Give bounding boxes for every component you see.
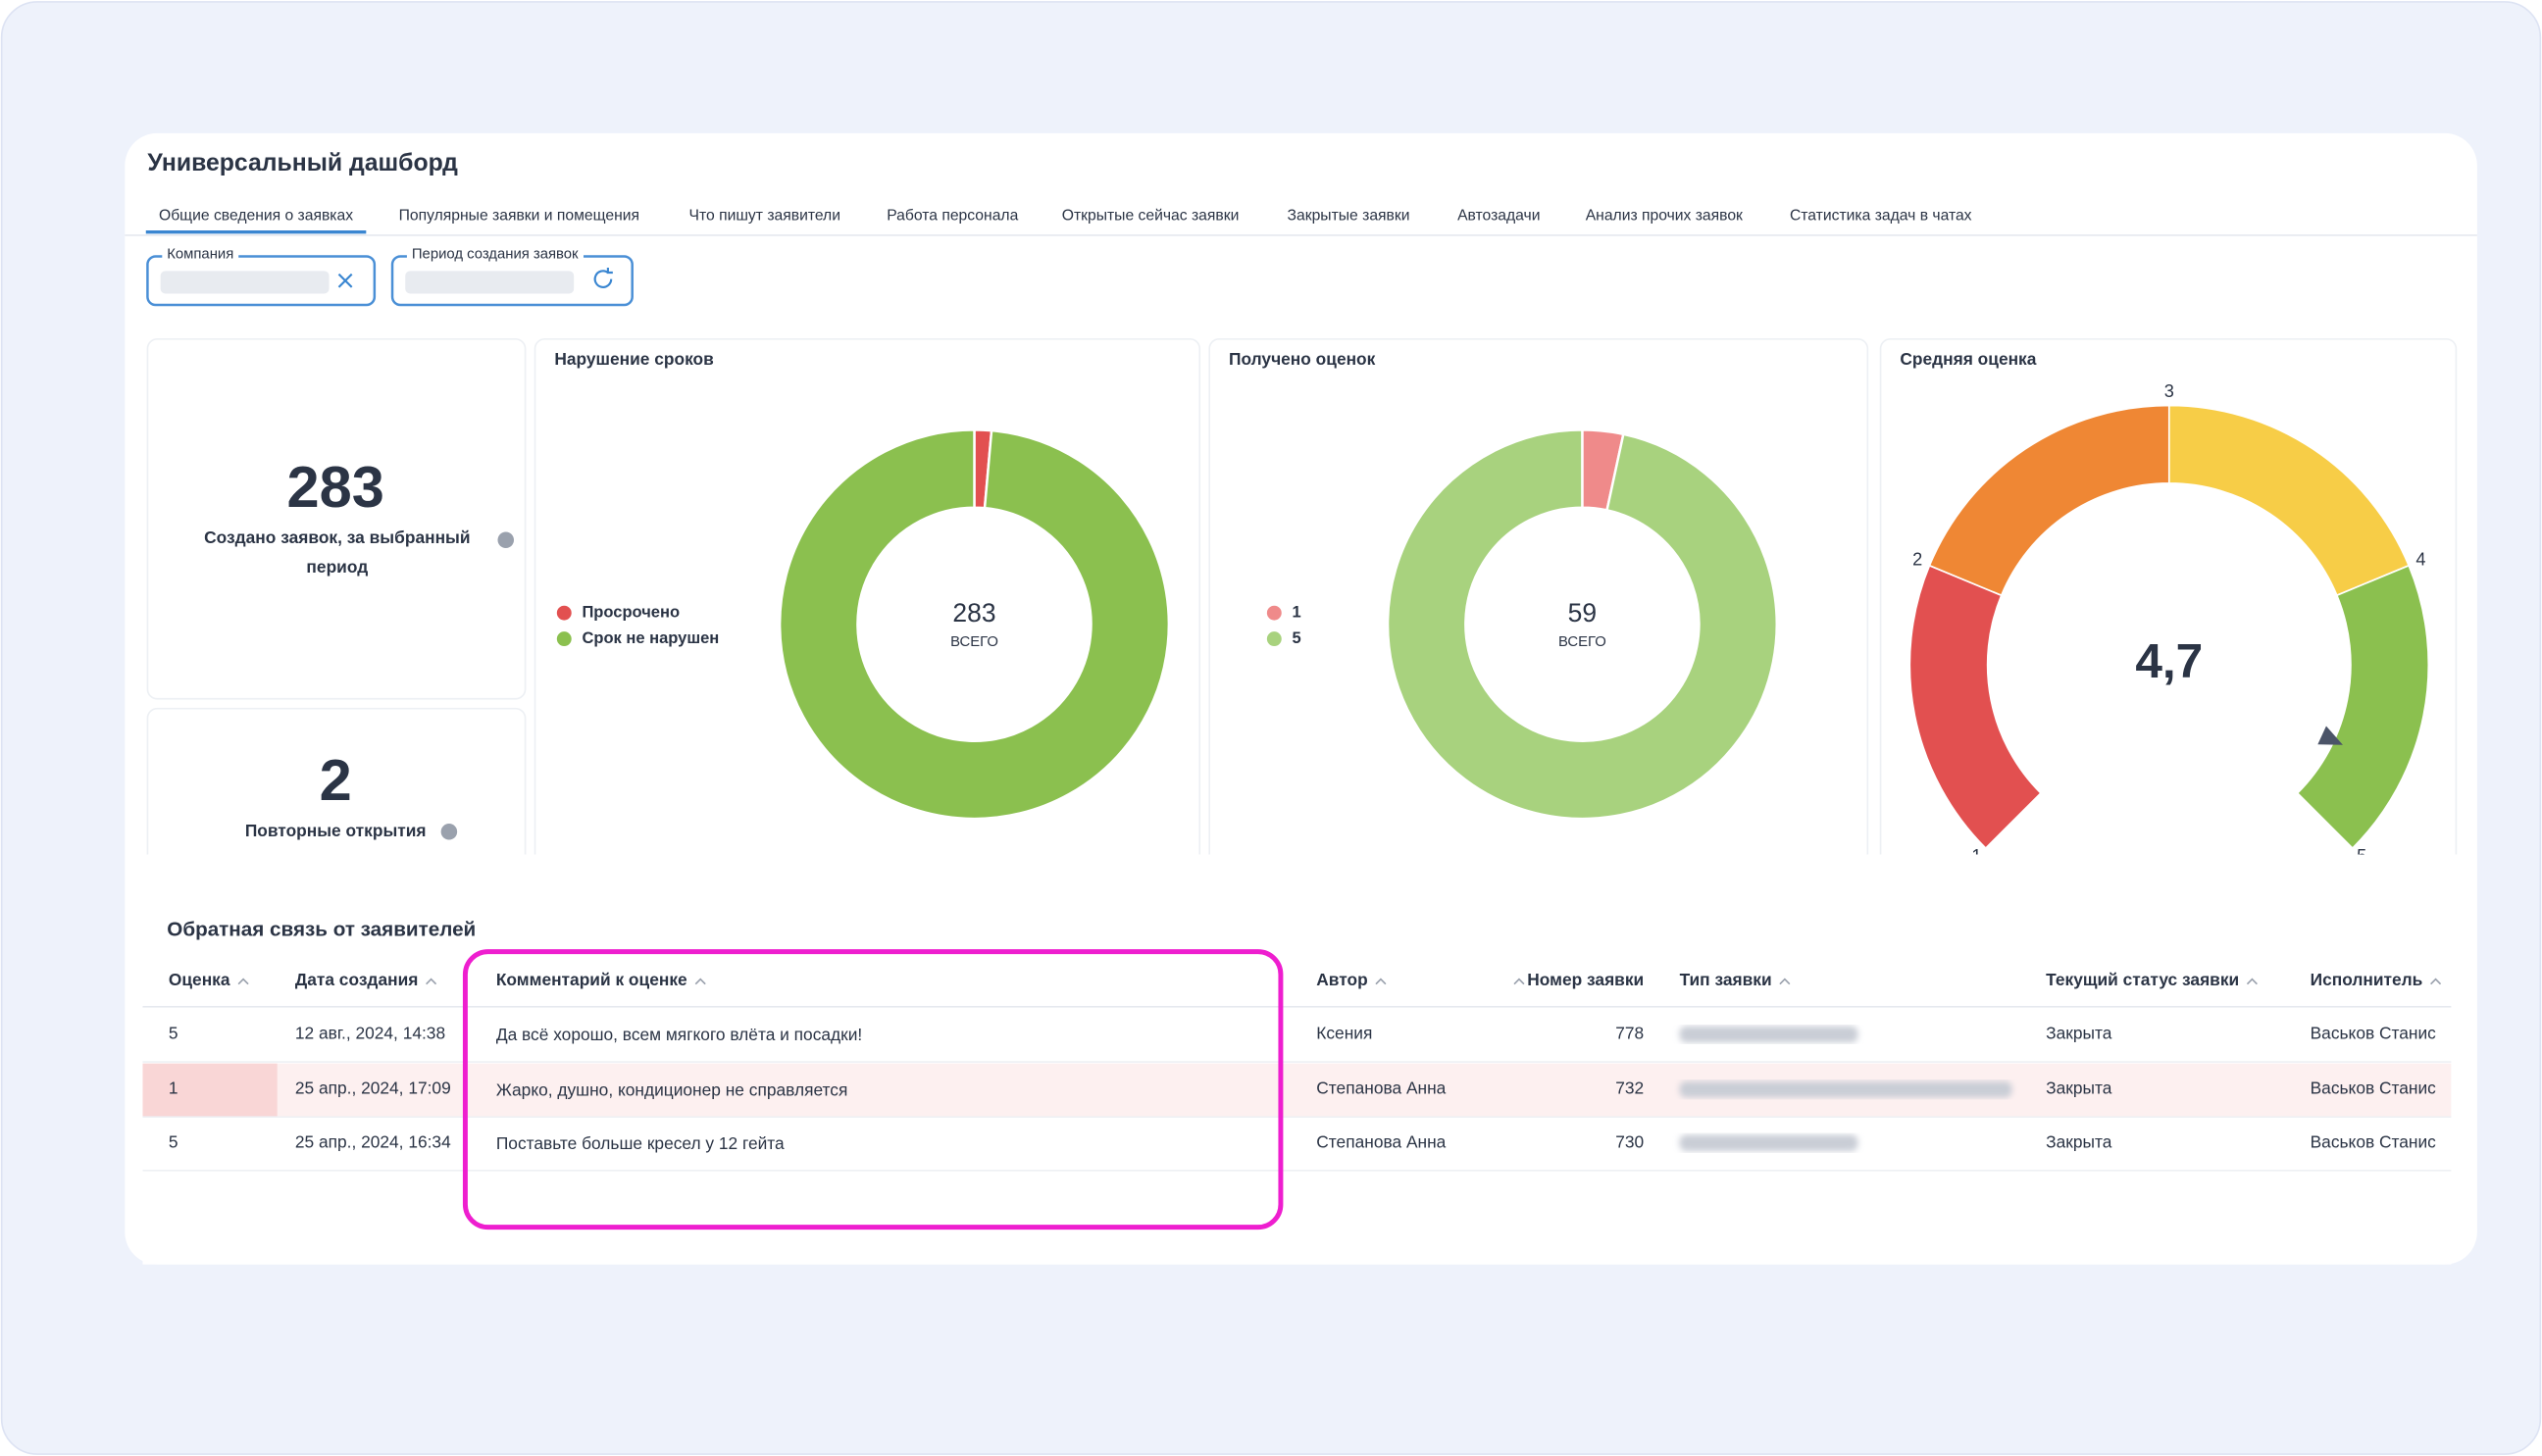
tab[interactable]: Общие сведения о заявках bbox=[159, 207, 353, 224]
gauge-tick-label: 5 bbox=[2357, 846, 2366, 866]
gauge-tick-label: 3 bbox=[2164, 381, 2174, 401]
kpi-card bbox=[146, 707, 527, 855]
label-bg bbox=[406, 246, 584, 263]
blurred-value bbox=[160, 271, 330, 294]
column-header[interactable]: Тип заявки bbox=[1680, 970, 1772, 989]
column-header[interactable]: Оценка bbox=[169, 970, 230, 989]
table-cell: Закрыта bbox=[2046, 1024, 2112, 1043]
column-header[interactable]: Текущий статус заявки bbox=[2046, 970, 2239, 989]
tab[interactable]: Что пишут заявители bbox=[689, 207, 840, 224]
tab[interactable]: Статистика задач в чатах bbox=[1790, 207, 1972, 224]
kpi-label-box: Создано заявок, за выбранный период bbox=[204, 528, 471, 577]
chart-title: Нарушение сроков bbox=[554, 349, 713, 369]
table-cell: Да всё хорошо, всем мягкого влёта и поса… bbox=[496, 1025, 862, 1044]
tab[interactable]: Работа персонала bbox=[887, 207, 1018, 224]
legend-dot bbox=[556, 631, 572, 647]
gauge-marker bbox=[2317, 726, 2343, 745]
kpi-value: 2 bbox=[320, 747, 352, 813]
gauge-tick-label: 1 bbox=[1971, 846, 1981, 866]
table-cell: 25 апр., 2024, 17:09 bbox=[295, 1079, 451, 1098]
sort-arrow bbox=[2246, 978, 2258, 985]
legend-dot bbox=[556, 605, 572, 621]
table-title: Обратная связь от заявителей bbox=[167, 919, 476, 941]
info-icon[interactable] bbox=[440, 824, 458, 840]
column-header[interactable]: Комментарий к оценке bbox=[496, 970, 687, 989]
table-cell: Васьков Станис bbox=[2311, 1079, 2437, 1098]
table-cell: Васьков Станис bbox=[2311, 1024, 2437, 1043]
table-cell: Степанова Анна bbox=[1316, 1131, 1446, 1151]
legend-label[interactable]: Просрочено bbox=[582, 602, 680, 621]
table-cell: 778 bbox=[1615, 1024, 1644, 1043]
donut-slice[interactable] bbox=[778, 428, 1171, 821]
table-cell: 730 bbox=[1615, 1131, 1644, 1151]
donut-total: 283 bbox=[952, 598, 995, 628]
table-cell: Поставьте больше кресел у 12 гейта bbox=[496, 1133, 785, 1153]
kpi-label: Повторные открытия bbox=[245, 821, 427, 840]
cell-highlight bbox=[142, 1063, 278, 1118]
table-cell: Васьков Станис bbox=[2311, 1131, 2437, 1151]
blurred-value bbox=[405, 271, 575, 294]
clear-icon[interactable] bbox=[337, 273, 353, 288]
kpi-value: 283 bbox=[287, 454, 384, 520]
sort-arrow bbox=[1513, 978, 1525, 985]
blurred-cell bbox=[1679, 1080, 2012, 1098]
row-highlight bbox=[142, 1063, 2452, 1118]
table-cell: Закрыта bbox=[2046, 1131, 2112, 1151]
donut-total-label: ВСЕГО bbox=[950, 634, 998, 650]
table-cell: 12 авг., 2024, 14:38 bbox=[295, 1024, 445, 1043]
label-bg bbox=[162, 246, 239, 263]
tab[interactable]: Анализ прочих заявок bbox=[1586, 207, 1743, 224]
page-title: Универсальный дашборд bbox=[147, 150, 458, 176]
blurred-cell bbox=[1679, 1134, 1858, 1151]
kpi-label: Создано заявок, за выбранный период bbox=[204, 528, 471, 577]
donut-total-label: ВСЕГО bbox=[1558, 634, 1606, 650]
filter-label: Компания bbox=[167, 247, 233, 263]
legend-dot bbox=[1266, 605, 1282, 621]
legend-dot bbox=[1266, 631, 1282, 647]
column-header[interactable]: Автор bbox=[1316, 970, 1367, 989]
table-cell: Закрыта bbox=[2046, 1079, 2112, 1098]
gauge-value: 4,7 bbox=[2135, 633, 2203, 688]
gauge-band bbox=[2296, 564, 2430, 850]
legend-label[interactable]: Срок не нарушен bbox=[582, 628, 719, 647]
gauge-tick-label: 2 bbox=[1912, 550, 1922, 570]
info-icon[interactable] bbox=[497, 531, 515, 549]
filter-label: Период создания заявок bbox=[412, 247, 579, 263]
tab[interactable]: Открытые сейчас заявки bbox=[1062, 207, 1240, 224]
sort-arrow bbox=[2430, 978, 2442, 985]
table-cell: Ксения bbox=[1316, 1024, 1372, 1043]
blurred-cell bbox=[1679, 1026, 1858, 1043]
tab[interactable]: Закрытые заявки bbox=[1288, 207, 1410, 224]
tab[interactable]: Популярные заявки и помещения bbox=[399, 207, 639, 224]
column-header[interactable]: Исполнитель bbox=[2311, 970, 2423, 989]
kpi-card bbox=[146, 337, 527, 700]
table-cell: 1 bbox=[169, 1079, 178, 1098]
chart-title: Средняя оценка bbox=[1900, 349, 2036, 369]
donut-slice[interactable] bbox=[1386, 428, 1778, 821]
sort-arrow bbox=[426, 978, 437, 985]
table-cell: Жарко, душно, кондиционер не справляется bbox=[496, 1079, 848, 1099]
table-cell: 5 bbox=[169, 1131, 178, 1151]
legend-label[interactable]: 1 bbox=[1292, 602, 1300, 621]
sort-arrow bbox=[237, 978, 249, 985]
sort-arrow bbox=[694, 978, 706, 985]
table-cell: 732 bbox=[1615, 1079, 1644, 1098]
gauge-tick-label: 4 bbox=[2415, 550, 2425, 570]
donut-total: 59 bbox=[1568, 598, 1597, 628]
table-cell: 5 bbox=[169, 1024, 178, 1043]
table-cell: Степанова Анна bbox=[1316, 1079, 1446, 1098]
legend-label[interactable]: 5 bbox=[1292, 628, 1300, 647]
reset-icon[interactable] bbox=[593, 268, 613, 288]
highlight-box bbox=[462, 949, 1284, 1230]
table-cell: 25 апр., 2024, 16:34 bbox=[295, 1131, 451, 1151]
sort-arrow bbox=[1375, 978, 1387, 985]
tab[interactable]: Автозадачи bbox=[1457, 207, 1540, 224]
chart-title: Получено оценок bbox=[1229, 349, 1376, 369]
column-header[interactable]: Номер заявки bbox=[1527, 970, 1644, 989]
sort-arrow bbox=[1779, 978, 1791, 985]
column-header[interactable]: Дата создания bbox=[295, 970, 419, 989]
